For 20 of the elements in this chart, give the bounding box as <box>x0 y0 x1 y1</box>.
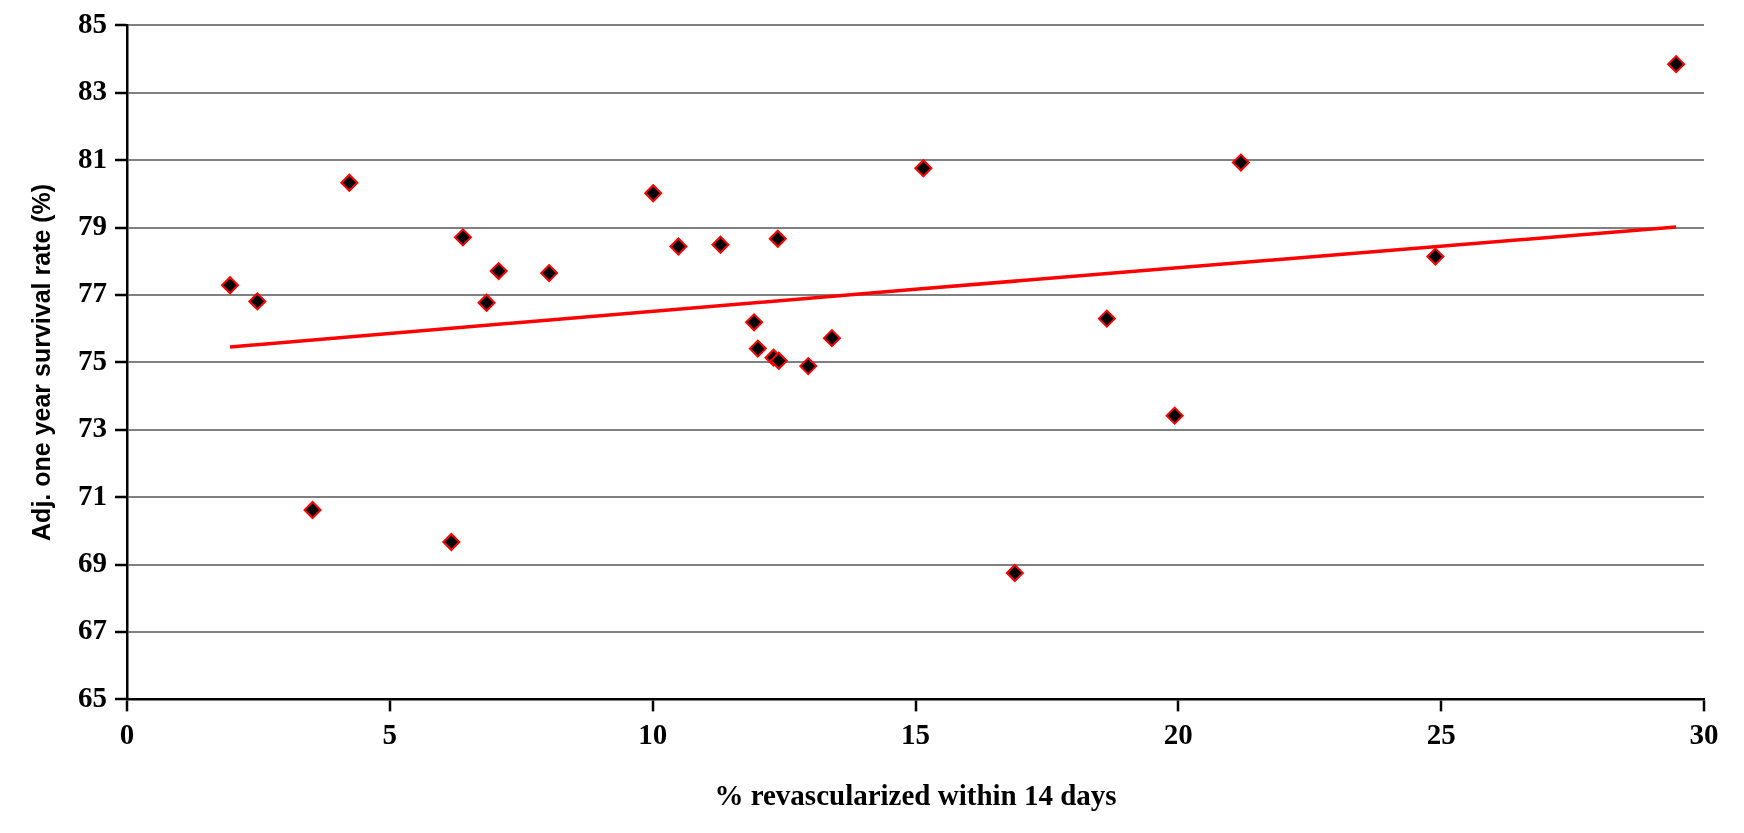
y-tick-label: 75 <box>78 343 107 376</box>
y-axis-title: Adj. one year survival rate (%) <box>26 183 55 541</box>
y-tick-label: 79 <box>78 209 107 242</box>
y-tick-label: 67 <box>78 613 107 646</box>
y-tick-label: 85 <box>78 6 107 39</box>
x-tick-label: 15 <box>901 718 930 751</box>
x-tick-label: 20 <box>1163 718 1193 751</box>
x-tick-label: 0 <box>119 718 135 751</box>
x-tick-label: 10 <box>638 718 668 751</box>
y-tick-label: 77 <box>78 276 107 309</box>
y-tick-label: 65 <box>78 680 107 713</box>
y-tick-label: 83 <box>78 74 107 107</box>
y-tick-label: 81 <box>78 141 107 174</box>
y-tick-label: 73 <box>78 411 107 444</box>
x-axis-title: % revascularized within 14 days <box>714 779 1117 812</box>
x-tick-label: 5 <box>382 718 398 751</box>
x-tick-label: 25 <box>1426 718 1456 751</box>
y-tick-label: 71 <box>78 478 107 511</box>
y-tick-label: 69 <box>78 546 107 579</box>
x-tick-label: 30 <box>1689 718 1719 751</box>
